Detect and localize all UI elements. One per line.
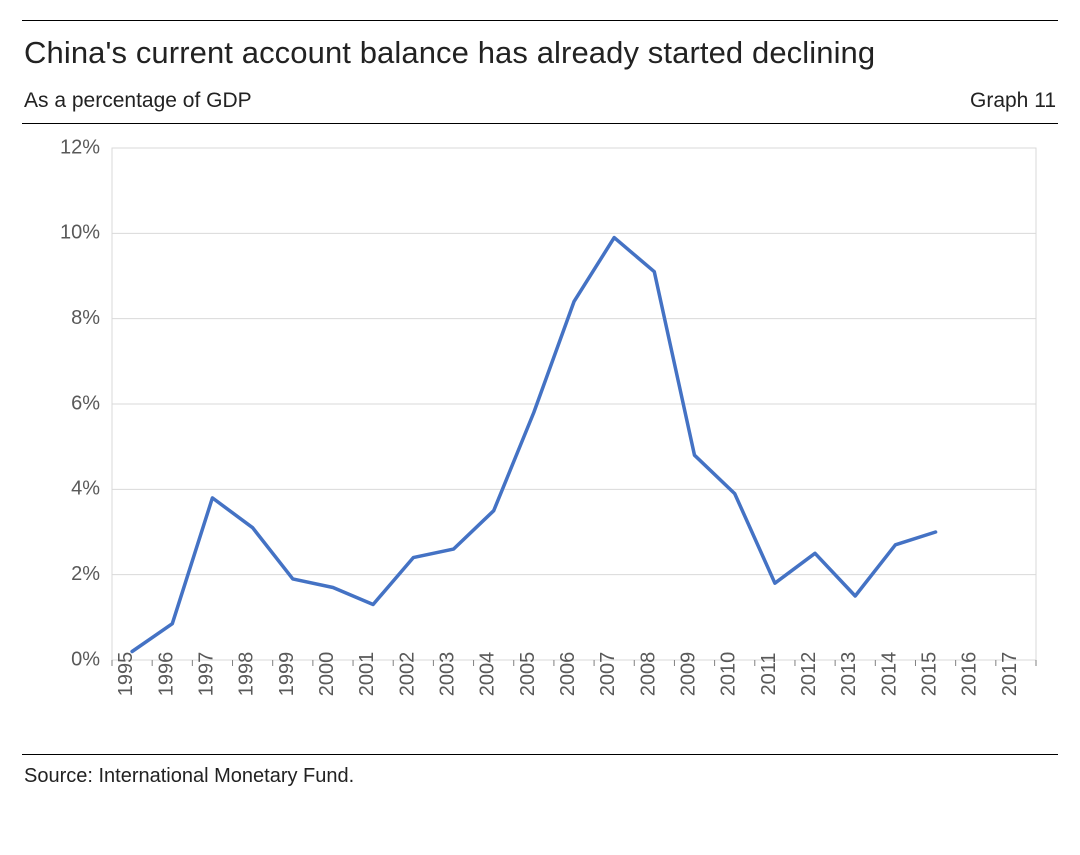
- x-axis-label: 2011: [758, 652, 780, 695]
- x-axis-label: 2005: [517, 652, 539, 697]
- subtitle-left: As a percentage of GDP: [24, 89, 252, 113]
- x-axis-label: 2010: [718, 652, 740, 697]
- chart-area: 0% 2% 4% 6% 8% 10% 12% 1995 1996 1997 1998 1999 2000…: [22, 124, 1058, 754]
- figure-frame: China's current account balance has alre…: [0, 0, 1080, 855]
- x-axis-label: 2013: [838, 652, 860, 697]
- y-axis-label: 8%: [71, 307, 100, 329]
- line-chart-svg: 0% 2% 4% 6% 8% 10% 12% 1995 1996 1997 1998 1999 2000…: [32, 134, 1044, 750]
- x-axis-label: 1999: [276, 652, 298, 697]
- x-axis-label: 1997: [195, 652, 217, 697]
- y-axis-label: 2%: [71, 563, 100, 585]
- x-axis-label: 2004: [477, 652, 499, 697]
- x-axis-label: 1995: [115, 652, 137, 697]
- x-axis-label: 2017: [999, 652, 1021, 697]
- x-axis-label: 2001: [356, 652, 378, 697]
- y-axis-label: 10%: [60, 222, 100, 244]
- data-line: [132, 238, 936, 652]
- y-axis-label: 6%: [71, 392, 100, 414]
- x-axis-label: 2009: [678, 652, 700, 697]
- x-axis-label: 2015: [919, 652, 941, 697]
- x-axis-label: 2003: [436, 652, 458, 697]
- y-axis-label: 0%: [71, 648, 100, 670]
- x-axis-label: 2000: [316, 652, 338, 697]
- x-axis-label: 2006: [557, 652, 579, 697]
- x-axis-label: 2008: [637, 652, 659, 697]
- x-axis-label: 1998: [236, 652, 258, 697]
- x-axis-label: 2002: [396, 652, 418, 697]
- source-line: Source: International Monetary Fund.: [22, 755, 1058, 788]
- chart-title: China's current account balance has alre…: [22, 21, 1058, 83]
- y-axis-label: 4%: [71, 478, 100, 500]
- x-axis-label: 2012: [798, 652, 820, 697]
- y-axis-label: 12%: [60, 136, 100, 158]
- x-axis-label: 2007: [597, 652, 619, 697]
- chart-subhead: As a percentage of GDP Graph 11: [22, 83, 1058, 123]
- x-axis-label: 1996: [155, 652, 177, 697]
- x-axis-label: 2014: [878, 652, 900, 697]
- subtitle-right: Graph 11: [970, 89, 1056, 113]
- x-axis-label: 2016: [959, 652, 981, 697]
